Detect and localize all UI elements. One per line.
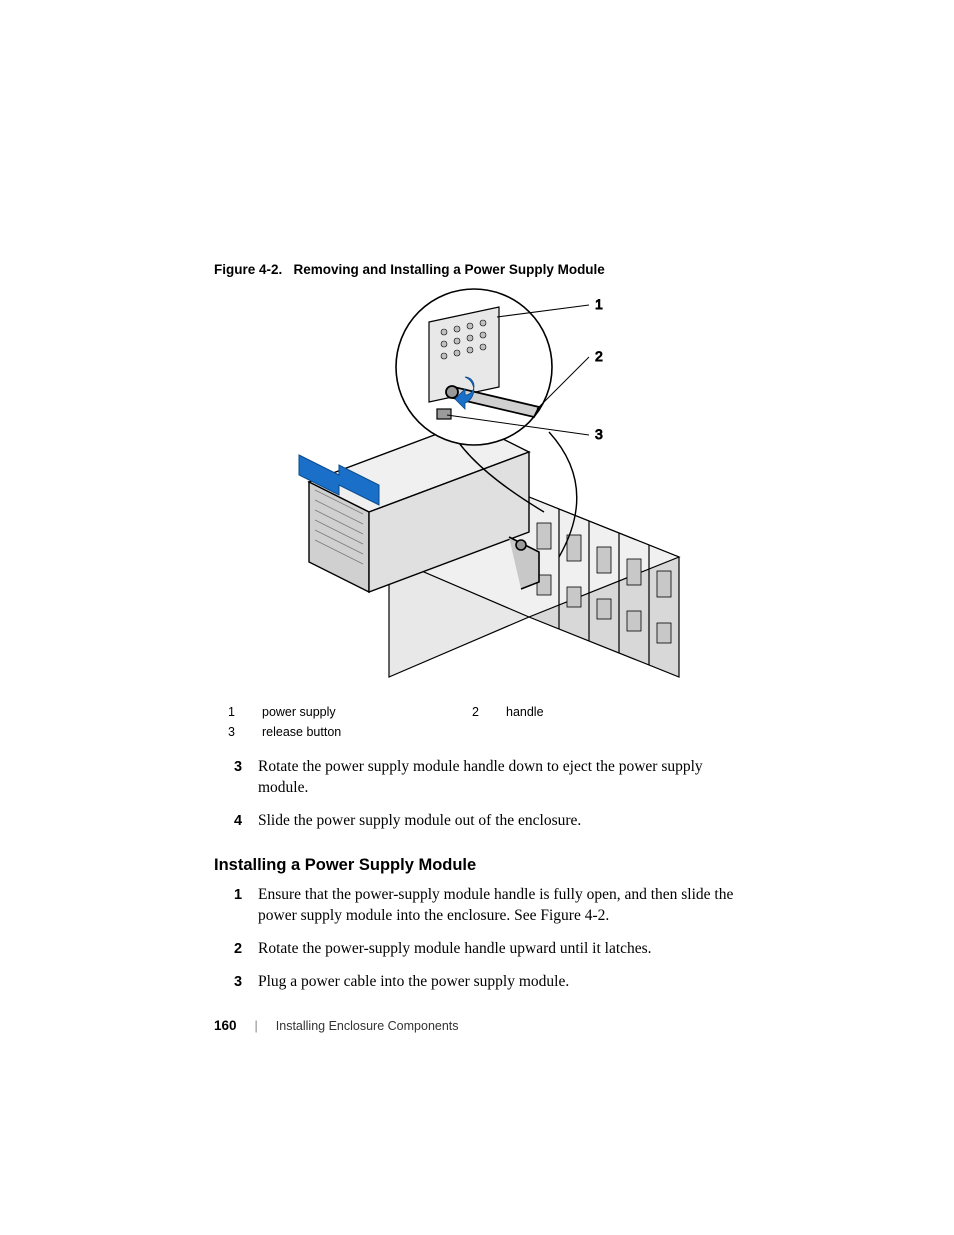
figure-caption-title: Removing and Installing a Power Supply M… [294, 262, 605, 277]
legend-num: 3 [228, 725, 262, 739]
callout-3: 3 [595, 426, 603, 442]
step-number: 3 [234, 757, 258, 799]
footer-chapter-title: Installing Enclosure Components [276, 1019, 459, 1033]
legend-label: handle [506, 705, 716, 719]
page-number: 160 [214, 1018, 237, 1033]
legend-label: power supply [262, 705, 472, 719]
step-text: Rotate the power-supply module handle up… [258, 939, 754, 960]
install-steps: 1 Ensure that the power-supply module ha… [234, 885, 754, 993]
figure-caption: Figure 4-2. Removing and Installing a Po… [214, 262, 754, 277]
step-text: Ensure that the power-supply module hand… [258, 885, 754, 927]
callout-2: 2 [595, 348, 603, 364]
step-number: 3 [234, 972, 258, 993]
page-footer: 160 | Installing Enclosure Components [214, 1018, 459, 1033]
step-text: Slide the power supply module out of the… [258, 811, 754, 832]
legend-label: release button [262, 725, 472, 739]
legend-num: 1 [228, 705, 262, 719]
step-number: 4 [234, 811, 258, 832]
preceding-steps: 3 Rotate the power supply module handle … [234, 757, 754, 832]
list-item: 3 Rotate the power supply module handle … [234, 757, 754, 799]
section-heading: Installing a Power Supply Module [214, 856, 754, 875]
list-item: 1 Ensure that the power-supply module ha… [234, 885, 754, 927]
figure-legend: 1 power supply 2 handle 3 release button [228, 705, 754, 739]
figure-image: 1 2 3 [214, 287, 754, 687]
step-number: 1 [234, 885, 258, 927]
step-text: Rotate the power supply module handle do… [258, 757, 754, 799]
step-text: Plug a power cable into the power supply… [258, 972, 754, 993]
step-number: 2 [234, 939, 258, 960]
list-item: 2 Rotate the power-supply module handle … [234, 939, 754, 960]
legend-num: 2 [472, 705, 506, 719]
figure-caption-prefix: Figure 4-2. [214, 262, 282, 277]
list-item: 3 Plug a power cable into the power supp… [234, 972, 754, 993]
list-item: 4 Slide the power supply module out of t… [234, 811, 754, 832]
callout-1: 1 [595, 296, 603, 312]
footer-separator: | [255, 1019, 258, 1033]
